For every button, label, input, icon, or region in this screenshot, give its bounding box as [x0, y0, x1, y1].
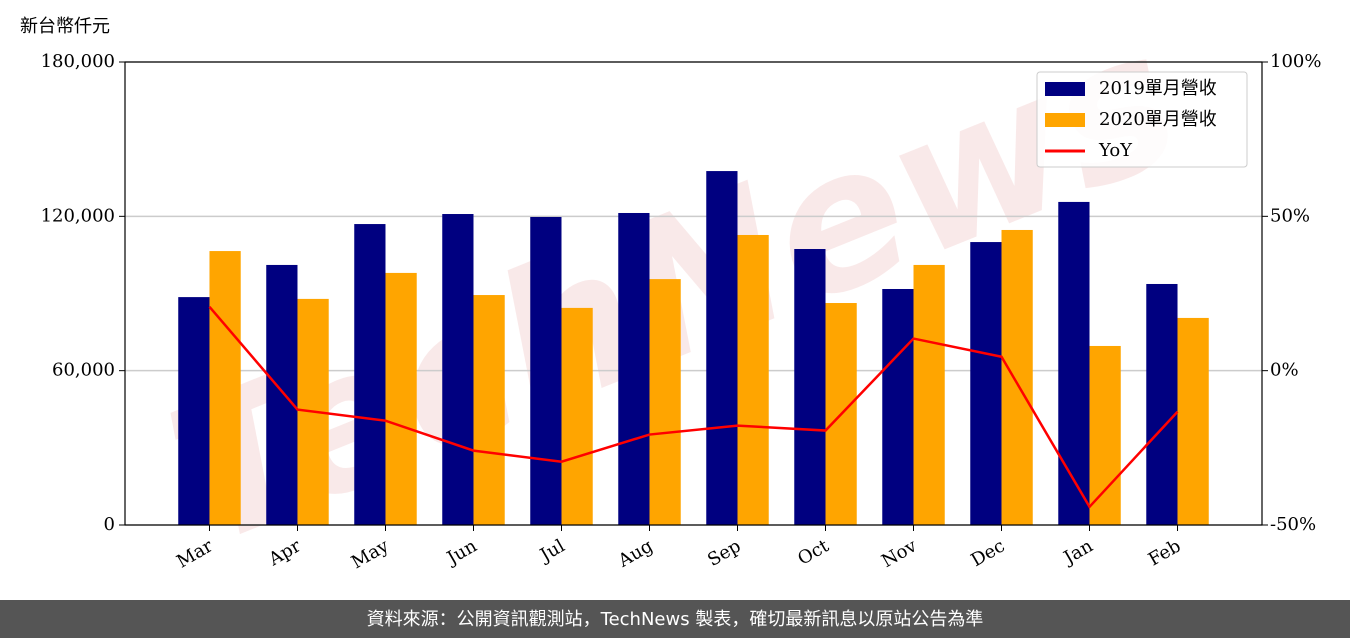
- y2-tick-label: -50%: [1270, 514, 1316, 535]
- footer: 資料來源：公開資訊觀測站，TechNews 製表，確切最新訊息以原站公告為準: [367, 609, 984, 630]
- legend-swatch: [1045, 82, 1085, 96]
- x-tick-label: Aug: [614, 535, 657, 572]
- bar: [706, 171, 738, 525]
- bar: [1089, 345, 1121, 525]
- bar: [649, 279, 681, 525]
- bar: [442, 214, 474, 526]
- bar: [1146, 283, 1178, 525]
- bar: [882, 288, 914, 525]
- legend-label: 2019單月營收: [1099, 78, 1217, 99]
- x-tick-label: Jan: [1059, 535, 1097, 569]
- bar: [385, 272, 417, 525]
- bar: [473, 295, 505, 525]
- bar: [1001, 229, 1033, 525]
- bar: [561, 307, 593, 525]
- bar: [1058, 201, 1090, 525]
- y-axis-label: 新台幣仟元: [20, 16, 110, 37]
- bar: [618, 212, 650, 525]
- plot-frame: [124, 61, 1263, 526]
- bar: [178, 297, 210, 525]
- x-tick-label: Dec: [968, 535, 1009, 571]
- legend-box: [1036, 71, 1248, 168]
- bar: [354, 224, 386, 526]
- x-tick-label: Feb: [1145, 535, 1185, 570]
- bar: [209, 251, 241, 525]
- legend-swatch: [1045, 113, 1085, 127]
- bar: [530, 216, 562, 526]
- bar: [970, 242, 1002, 526]
- legend-label: 2020單月營收: [1099, 109, 1217, 130]
- footer-bar: [0, 600, 1350, 638]
- y-tick-label: 180,000: [41, 51, 115, 72]
- y-tick-label: 120,000: [41, 205, 115, 226]
- x-tick-label: May: [348, 535, 393, 573]
- y2-tick-label: 100%: [1270, 51, 1321, 72]
- x-tick-label: Oct: [794, 535, 833, 570]
- x-tick-label: Jul: [535, 535, 569, 567]
- legend-label: YoY: [1098, 140, 1133, 161]
- line: [208, 305, 1179, 509]
- x-tick-label: Nov: [878, 535, 921, 572]
- y2-tick-label: 0%: [1270, 360, 1299, 381]
- x-tick-label: Jun: [442, 535, 481, 570]
- y-tick-label: 0: [104, 514, 115, 535]
- x-tick-label: Sep: [704, 535, 744, 570]
- y2-tick-label: 50%: [1270, 205, 1310, 226]
- bar: [1177, 317, 1209, 525]
- bar: [737, 234, 769, 526]
- bar: [913, 264, 945, 525]
- bar: [266, 264, 298, 525]
- y-tick-label: 60,000: [52, 360, 115, 381]
- bar: [794, 249, 826, 525]
